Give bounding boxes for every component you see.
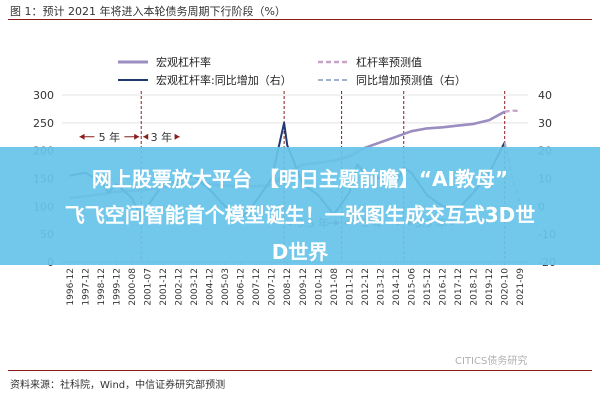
figure-title: 图 1：预计 2021 年将进入本轮债务周期下行阶段（%） (10, 5, 286, 18)
source-note: 资料来源：社科院，Wind，中信证券研究部预测 (10, 380, 226, 391)
x-tick-label: 2007-12 (252, 268, 262, 306)
overlay-line-1[interactable]: 网上股票放大平台 【明日主题前瞻】“AI教母” (91, 167, 509, 191)
series-line-2 (504, 109, 521, 113)
arrowhead-left (79, 133, 85, 140)
overlay-line-3[interactable]: D世界 (271, 240, 329, 264)
x-tick-label: 2020-10 (501, 268, 511, 306)
x-tick-label: 2002-12 (175, 268, 185, 306)
x-tick-label: 2013-12 (376, 268, 386, 306)
x-tick-label: 2008-12 (283, 268, 293, 306)
x-tick-label: 2017-12 (454, 268, 464, 306)
x-tick-label: 2005-03 (221, 268, 231, 306)
right-tick-label: 30 (538, 117, 552, 130)
arrowhead-left (143, 133, 149, 140)
x-tick-label: 2006-12 (237, 268, 247, 306)
arrowhead-right (174, 133, 180, 140)
overlay-banner[interactable] (0, 147, 600, 265)
x-tick-label: 2021-09 (516, 268, 526, 306)
left-tick-label: 250 (33, 117, 54, 130)
span-label: 5 年 (99, 130, 121, 144)
legend-label-1: 宏观杠杆率 (156, 55, 211, 69)
x-tick-label: 1997-12 (81, 268, 91, 306)
arrowhead-right (134, 133, 140, 140)
x-tick-label: 2018-12 (470, 268, 480, 306)
right-tick-label: 40 (538, 89, 552, 102)
span-label: 3 年 (151, 130, 173, 144)
x-tick-label: 2015-12 (423, 268, 433, 306)
x-tick-label: 2001-07 (143, 268, 153, 306)
legend-label-3: 宏观杠杆率:同比增加（右） (156, 73, 292, 87)
left-tick-label: 300 (33, 89, 54, 102)
x-tick-label: 2016-12 (439, 268, 449, 306)
x-tick-label: 2010-12 (314, 268, 324, 306)
legend-label-2: 杠杆率预测值 (356, 55, 422, 69)
source-rule (8, 370, 592, 371)
x-tick-label: 1996-12 (66, 268, 76, 306)
watermark-text: CITICS债务研究 (455, 356, 528, 367)
x-tick-label: 2001-12 (159, 268, 169, 306)
x-tick-label: 2012-12 (361, 268, 371, 306)
title-rule (8, 19, 592, 20)
overlay-line-2[interactable]: 飞飞空间智能首个模型诞生！一张图生成交互式3D世 (64, 203, 536, 227)
x-tick-label: 2019-12 (485, 268, 495, 306)
x-tick-label: 2011-08 (330, 268, 340, 306)
x-tick-label: 2014-12 (392, 268, 402, 306)
x-tick-label: 1998-12 (97, 268, 107, 306)
x-tick-label: 1999-12 (112, 268, 122, 306)
x-tick-label: 2015-06 (408, 268, 418, 306)
x-tick-label: 2004-12 (206, 268, 216, 306)
x-tick-label: 2003-12 (190, 268, 200, 306)
x-tick-label: 2000-08 (128, 268, 138, 306)
x-tick-label: 2009-12 (299, 268, 309, 306)
x-tick-label: 2011-12 (345, 268, 355, 306)
legend-label-4: 同比增加预测值（右） (356, 73, 466, 87)
x-tick-label: 2007-12 (268, 268, 278, 306)
